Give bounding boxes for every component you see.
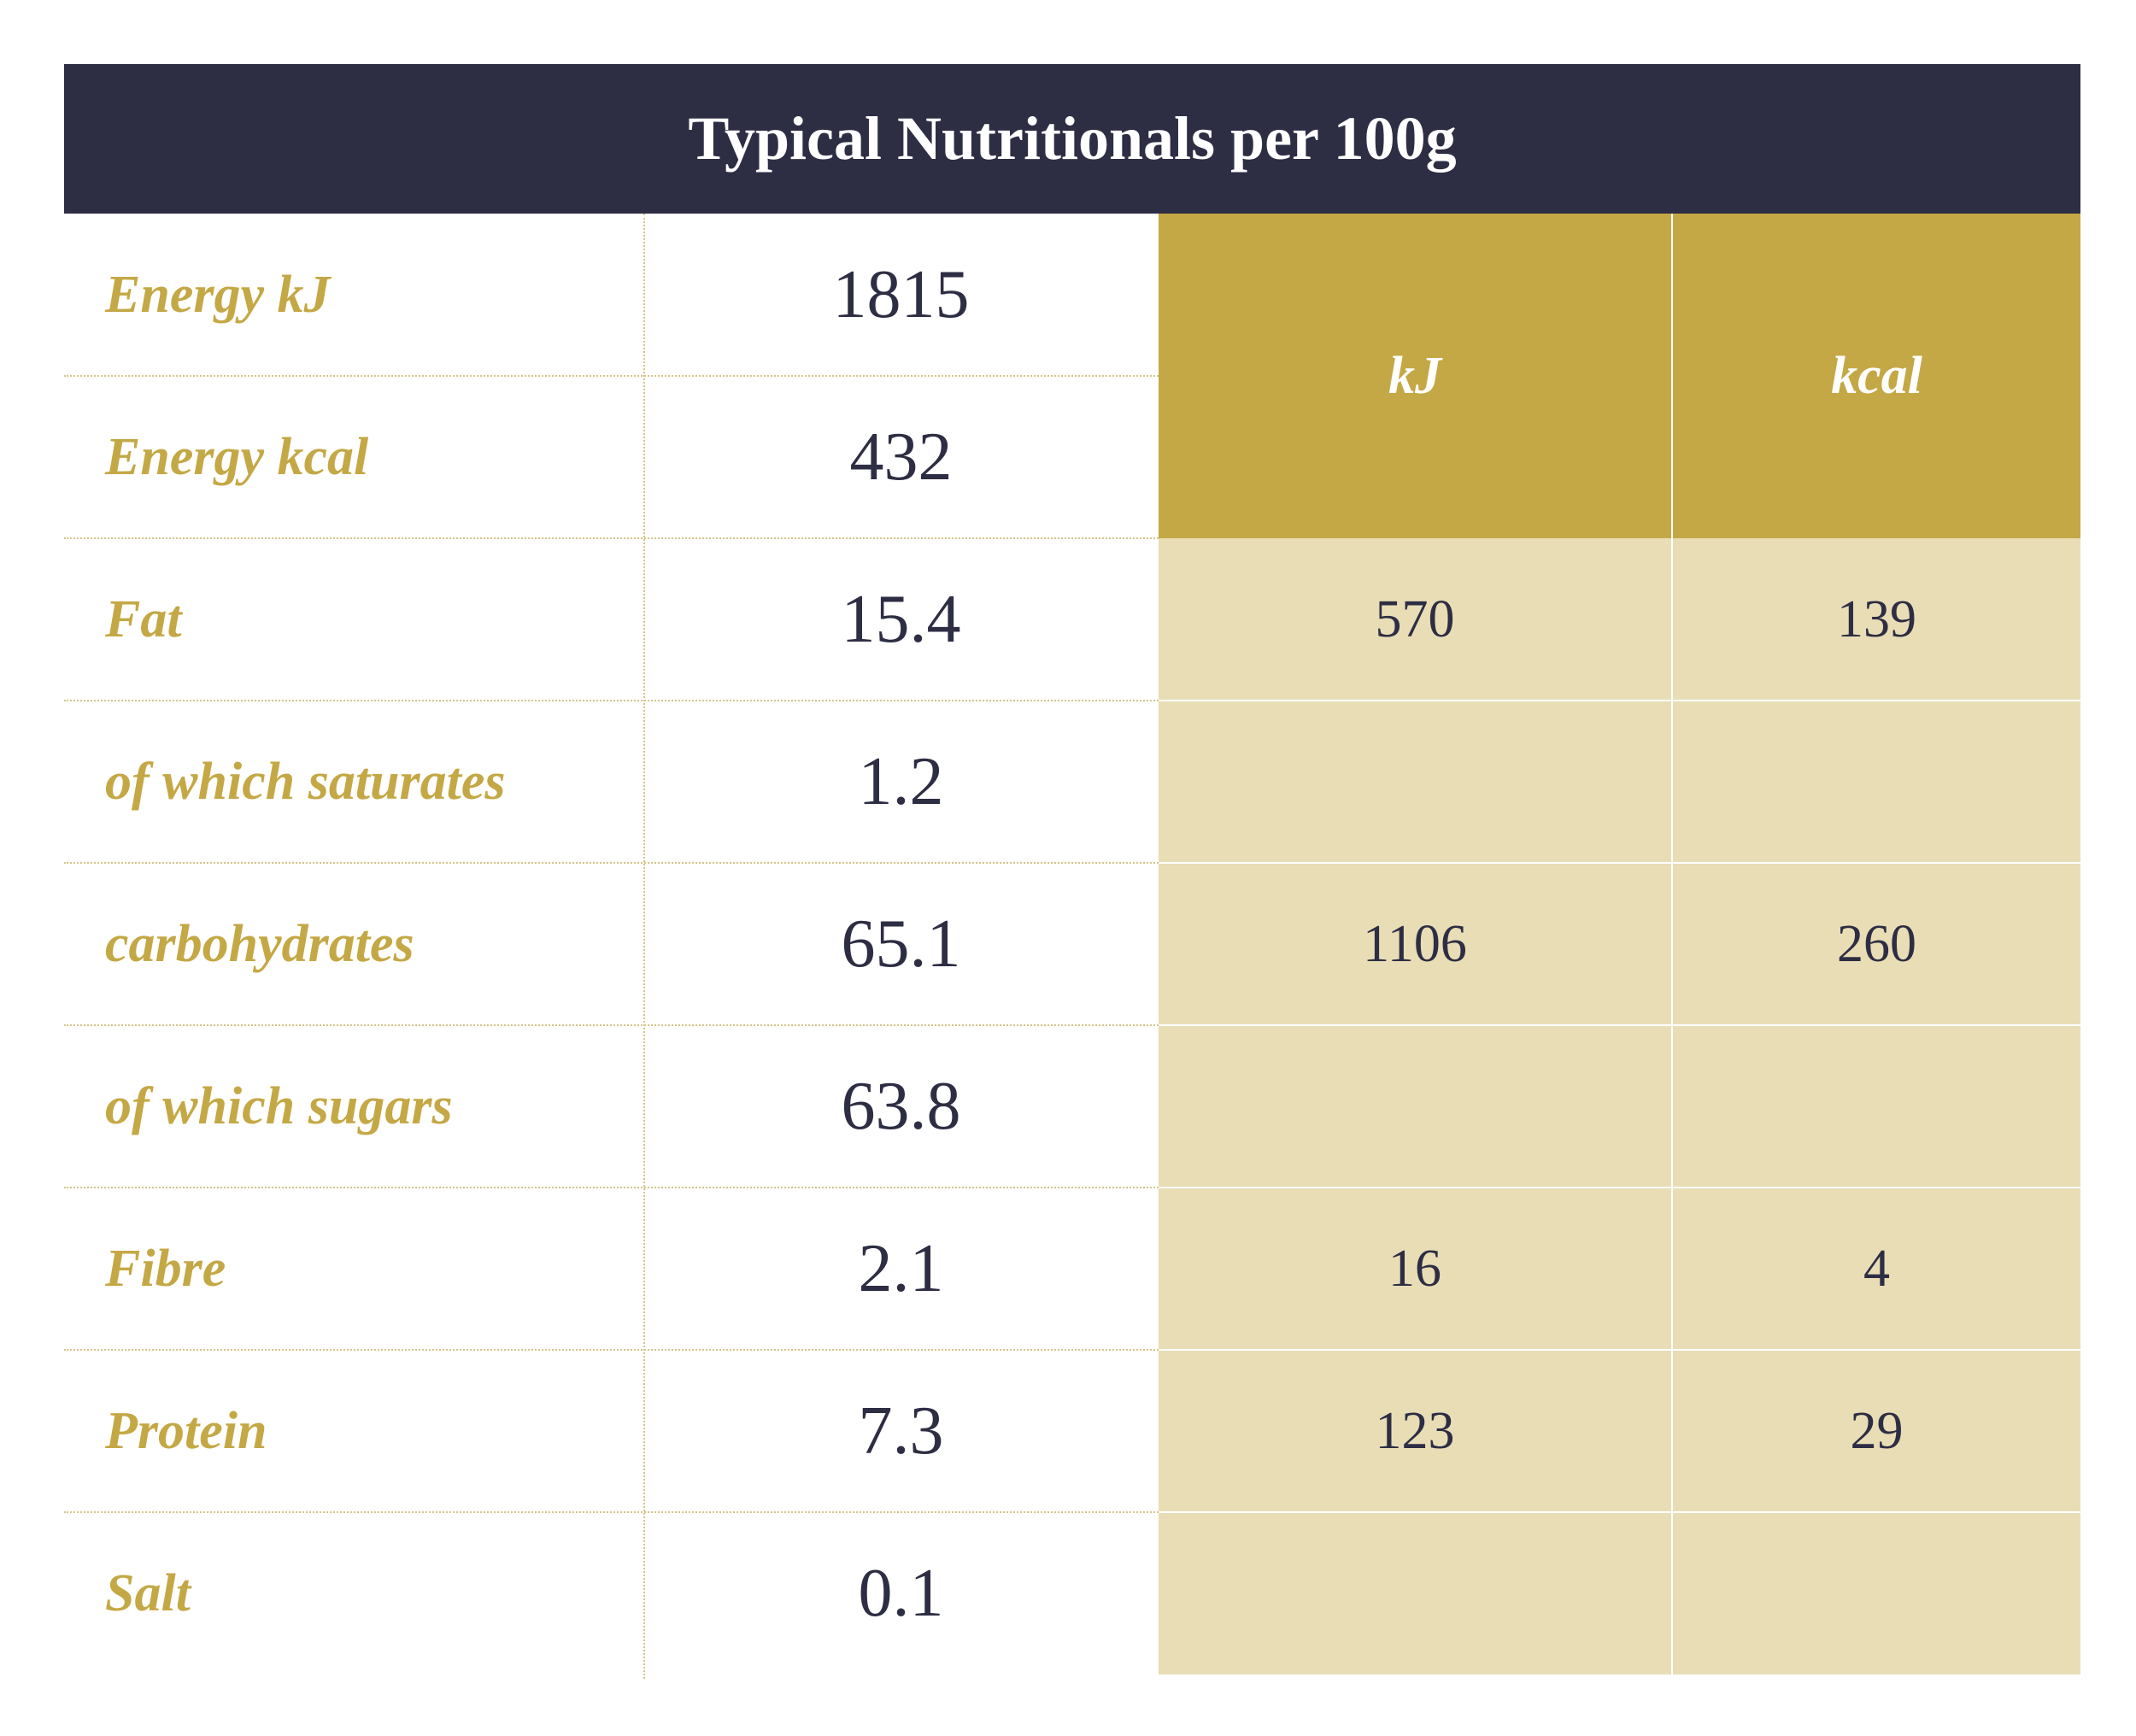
row-divider: [1159, 1024, 2080, 1026]
row-divider: [64, 537, 1159, 539]
nutrient-label: of which saturates: [105, 752, 506, 811]
table-row: of which saturates 1.2: [64, 700, 2080, 863]
kj-cell: 570: [1159, 538, 1671, 701]
table-title: Typical Nutritionals per 100g: [64, 64, 2080, 214]
table-row: Fat 15.4 570 139: [64, 537, 2080, 701]
kj-cell: [1159, 701, 1671, 863]
table-row: Energy kcal 432: [64, 375, 2080, 538]
kj-cell: 123: [1159, 1350, 1671, 1512]
nutrient-value: 0.1: [858, 1555, 944, 1631]
table-body: Energy kJ 1815 Energy kcal 432 Fat 15.4 570 139…: [64, 214, 2080, 1679]
nutrient-label: Protein: [105, 1401, 267, 1460]
table-row: Energy kJ 1815: [64, 214, 2080, 376]
row-divider: [64, 862, 1159, 864]
row-divider: [1159, 700, 2080, 701]
row-divider: [1159, 1511, 2080, 1513]
kcal-column-header: kcal: [1671, 214, 2080, 538]
kj-column-header: kJ: [1159, 214, 1671, 538]
table-row: Protein 7.3 123 29: [64, 1349, 2080, 1512]
row-divider: [64, 1024, 1159, 1026]
row-divider: [1159, 862, 2080, 864]
nutrition-table: Typical Nutritionals per 100g Energy kJ 1…: [64, 64, 2080, 1679]
table-row: Salt 0.1: [64, 1511, 2080, 1674]
kj-cell: 1106: [1159, 863, 1671, 1025]
kcal-cell: [1671, 1025, 2080, 1188]
row-divider: [64, 1349, 1159, 1351]
row-divider: [64, 1511, 1159, 1513]
row-divider: [1159, 1187, 2080, 1188]
nutrient-label: Salt: [105, 1563, 191, 1622]
nutrient-label: Fat: [105, 589, 182, 648]
kj-cell: [1159, 1512, 1671, 1674]
row-divider: [64, 375, 1159, 377]
kcal-cell: 260: [1671, 863, 2080, 1025]
table-row: carbohydrates 65.1 1106 260: [64, 862, 2080, 1025]
nutrient-value: 1815: [832, 256, 970, 332]
kcal-cell: 4: [1671, 1188, 2080, 1350]
nutrient-label: Fibre: [105, 1239, 226, 1298]
nutrient-value: 63.8: [841, 1068, 961, 1144]
row-divider: [64, 700, 1159, 701]
nutrient-value: 15.4: [841, 581, 961, 657]
kcal-cell: 139: [1671, 538, 2080, 701]
kj-cell: 16: [1159, 1188, 1671, 1350]
row-divider: [1159, 1349, 2080, 1351]
nutrient-label: Energy kJ: [105, 265, 331, 324]
nutrient-value: 7.3: [858, 1393, 944, 1469]
nutrient-value: 432: [849, 419, 953, 495]
nutrient-label: Energy kcal: [105, 427, 369, 486]
nutrient-label: of which sugars: [105, 1076, 453, 1135]
kj-cell: [1159, 1025, 1671, 1188]
nutrient-label: carbohydrates: [105, 914, 414, 973]
table-row: Fibre 2.1 16 4: [64, 1187, 2080, 1350]
kcal-cell: [1671, 701, 2080, 863]
nutrient-value: 65.1: [841, 906, 961, 982]
column-divider: [643, 214, 645, 1679]
kcal-cell: [1671, 1512, 2080, 1674]
row-divider: [64, 1187, 1159, 1188]
kcal-cell: 29: [1671, 1350, 2080, 1512]
nutrient-value: 2.1: [858, 1230, 944, 1306]
nutrient-value: 1.2: [858, 743, 944, 819]
table-row: of which sugars 63.8: [64, 1024, 2080, 1188]
